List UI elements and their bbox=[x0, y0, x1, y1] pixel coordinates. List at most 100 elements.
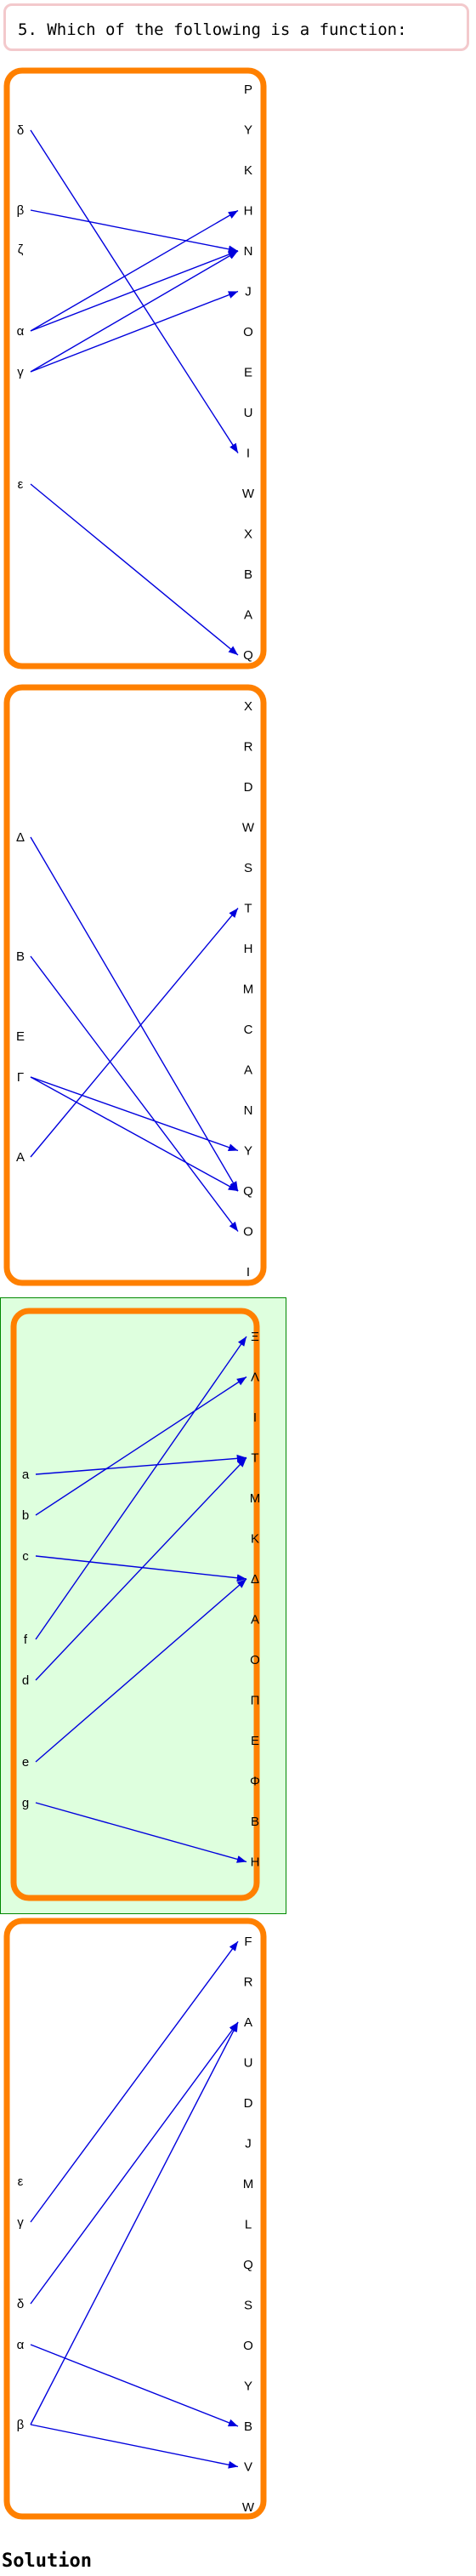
domain-label: Γ bbox=[17, 1070, 24, 1085]
codomain-label: J bbox=[245, 285, 252, 299]
mapping-arrow bbox=[30, 2344, 239, 2427]
domain-label: B bbox=[16, 949, 25, 964]
mapping-arrow bbox=[30, 908, 239, 1158]
codomain-label: B bbox=[251, 1815, 259, 1829]
mapping-arrow bbox=[35, 1555, 247, 1582]
codomain-label: W bbox=[242, 487, 255, 501]
codomain-label: E bbox=[251, 1734, 259, 1748]
codomain-label: Π bbox=[251, 1694, 260, 1708]
codomain-label: T bbox=[251, 1451, 258, 1466]
mapping-arrow bbox=[30, 2424, 239, 2469]
codomain-label: R bbox=[244, 740, 253, 755]
codomain-label: C bbox=[244, 1023, 253, 1037]
mapping-arrow bbox=[30, 250, 239, 373]
codomain-label: D bbox=[244, 780, 253, 795]
domain-label: β bbox=[17, 2418, 25, 2432]
mapping-arrow bbox=[30, 955, 239, 1232]
mapping-arrow bbox=[30, 250, 239, 332]
solution-heading: Solution bbox=[2, 2550, 92, 2572]
codomain-label: D bbox=[244, 2096, 253, 2111]
codomain-label: W bbox=[242, 821, 255, 835]
codomain-label: X bbox=[244, 699, 252, 714]
codomain-label: U bbox=[244, 2056, 253, 2071]
codomain-label: Λ bbox=[251, 1371, 259, 1385]
mapping-arrow bbox=[30, 1076, 239, 1152]
codomain-label: Q bbox=[243, 2258, 253, 2272]
domain-label: A bbox=[16, 1150, 25, 1165]
domain-label: δ bbox=[17, 123, 24, 138]
codomain-label: J bbox=[245, 2137, 252, 2151]
codomain-label: R bbox=[244, 1975, 253, 1990]
codomain-label: Q bbox=[243, 1184, 253, 1199]
codomain-label: E bbox=[244, 366, 252, 380]
domain-label: δ bbox=[17, 2297, 24, 2311]
mapping-arrow bbox=[35, 1802, 247, 1863]
mapping-panel-2[interactable]: X R D W S T H M C A N Y Q O I Δ B E Γ A bbox=[0, 681, 272, 1293]
codomain-label: T bbox=[244, 902, 252, 916]
codomain-label: I bbox=[253, 1411, 257, 1425]
codomain-label: A bbox=[251, 1613, 259, 1627]
mapping-arrow bbox=[30, 836, 239, 1192]
codomain-label: K bbox=[251, 1532, 259, 1547]
codomain-label: B bbox=[244, 567, 252, 582]
mapping-panel-3[interactable]: Ξ Λ I T M K Δ A O Π E Φ B Ha b c f d e g bbox=[0, 1297, 287, 1915]
codomain-label: Δ bbox=[251, 1572, 259, 1587]
correct-highlight bbox=[0, 1297, 286, 1914]
codomain-label: X bbox=[244, 527, 252, 542]
mapping-arrow bbox=[30, 209, 239, 254]
mapping-arrow bbox=[30, 290, 239, 373]
codomain-label: B bbox=[244, 2419, 252, 2434]
domain-label: d bbox=[22, 1673, 29, 1688]
domain-label: ε bbox=[18, 477, 24, 492]
codomain-label: U bbox=[244, 406, 253, 420]
mapping-panel-4[interactable]: F R A U D J M L Q S O Y B V Wε γ δ α β bbox=[0, 1914, 272, 2527]
mapping-arrow bbox=[35, 1578, 247, 1763]
mapping-arrow bbox=[30, 483, 239, 656]
codomain-label: M bbox=[250, 1491, 261, 1506]
panel-frame bbox=[10, 1308, 260, 1901]
mapping-arrow bbox=[35, 1336, 247, 1640]
domain-label: ε bbox=[18, 2174, 24, 2189]
domain-label: α bbox=[17, 324, 25, 339]
codomain-label: L bbox=[245, 2218, 252, 2232]
codomain-label: Q bbox=[243, 648, 253, 663]
codomain-label: Φ bbox=[250, 1775, 260, 1789]
codomain-label: K bbox=[244, 163, 252, 178]
codomain-label: O bbox=[243, 2339, 253, 2353]
panel-frame bbox=[3, 1918, 267, 2520]
domain-label: a bbox=[22, 1468, 30, 1482]
codomain-label: O bbox=[243, 1225, 253, 1240]
codomain-label: Ξ bbox=[251, 1330, 259, 1344]
codomain-label: Y bbox=[244, 123, 252, 138]
codomain-label: A bbox=[244, 608, 252, 623]
question-text: 5. Which of the following is a function: bbox=[18, 20, 407, 39]
codomain-label: S bbox=[244, 861, 252, 875]
domain-label: c bbox=[22, 1549, 29, 1564]
mapping-arrow bbox=[30, 2021, 239, 2425]
codomain-label: H bbox=[244, 204, 253, 219]
codomain-label: H bbox=[244, 942, 253, 956]
codomain-label: N bbox=[244, 244, 253, 259]
codomain-label: P bbox=[244, 83, 252, 97]
codomain-label: S bbox=[244, 2299, 252, 2313]
codomain-label: O bbox=[243, 325, 253, 339]
mapping-arrow bbox=[30, 1076, 239, 1192]
codomain-label: W bbox=[242, 2500, 255, 2515]
domain-label: E bbox=[16, 1029, 25, 1044]
domain-label: γ bbox=[17, 365, 24, 379]
codomain-label: I bbox=[246, 447, 250, 461]
codomain-label: Y bbox=[244, 2379, 252, 2394]
codomain-label: Y bbox=[244, 1144, 252, 1159]
mapping-arrow bbox=[35, 1457, 247, 1681]
domain-label: Δ bbox=[16, 830, 25, 845]
question-box: 5. Which of the following is a function: bbox=[3, 3, 469, 51]
mapping-panel-1[interactable]: P Y K H N J O E U I W X B A Qδ β ζ α γ ε bbox=[0, 64, 272, 676]
mapping-arrow bbox=[30, 2021, 239, 2305]
codomain-label: F bbox=[244, 1935, 252, 1949]
codomain-label: M bbox=[243, 983, 254, 997]
mapping-arrow bbox=[30, 209, 239, 332]
codomain-label: O bbox=[250, 1653, 260, 1667]
domain-label: f bbox=[24, 1633, 28, 1647]
codomain-label: N bbox=[244, 1103, 253, 1118]
domain-label: ζ bbox=[18, 242, 24, 257]
